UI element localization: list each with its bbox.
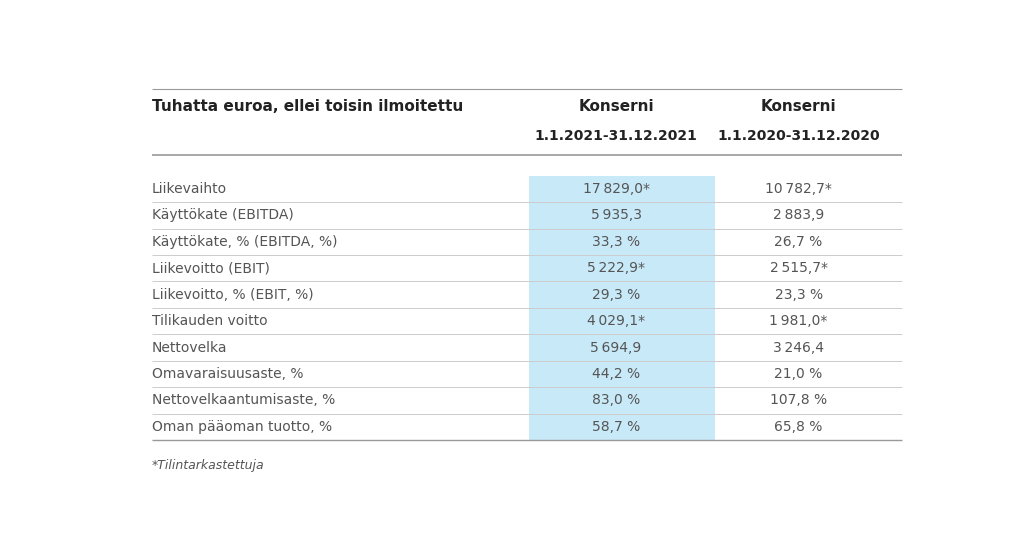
Text: Konserni: Konserni <box>579 98 654 114</box>
Text: 5 694,9: 5 694,9 <box>591 340 642 355</box>
Text: 26,7 %: 26,7 % <box>774 235 822 249</box>
Text: 58,7 %: 58,7 % <box>592 420 640 434</box>
Text: *Tilintarkastettuja: *Tilintarkastettuja <box>152 459 264 472</box>
Text: 5 935,3: 5 935,3 <box>591 209 642 222</box>
Text: 4 029,1*: 4 029,1* <box>587 314 645 328</box>
Text: 29,3 %: 29,3 % <box>592 288 640 302</box>
Text: Tilikauden voitto: Tilikauden voitto <box>152 314 267 328</box>
Text: 3 246,4: 3 246,4 <box>773 340 824 355</box>
Text: Liikevaihto: Liikevaihto <box>152 182 227 196</box>
Text: Nettovelkaantumisaste, %: Nettovelkaantumisaste, % <box>152 394 335 407</box>
Text: 107,8 %: 107,8 % <box>770 394 827 407</box>
Text: 33,3 %: 33,3 % <box>592 235 640 249</box>
Text: 44,2 %: 44,2 % <box>592 367 640 381</box>
Text: 5 222,9*: 5 222,9* <box>587 261 645 275</box>
Text: Liikevoitto (EBIT): Liikevoitto (EBIT) <box>152 261 269 275</box>
Text: 1.1.2020-31.12.2020: 1.1.2020-31.12.2020 <box>717 128 880 143</box>
Text: 65,8 %: 65,8 % <box>774 420 822 434</box>
Text: Tuhatta euroa, ellei toisin ilmoitettu: Tuhatta euroa, ellei toisin ilmoitettu <box>152 98 463 114</box>
Text: Nettovelka: Nettovelka <box>152 340 227 355</box>
Text: 17 829,0*: 17 829,0* <box>583 182 649 196</box>
Text: Käyttökate (EBITDA): Käyttökate (EBITDA) <box>152 209 294 222</box>
Text: Liikevoitto, % (EBIT, %): Liikevoitto, % (EBIT, %) <box>152 288 313 302</box>
Text: 1 981,0*: 1 981,0* <box>769 314 827 328</box>
Text: 2 883,9: 2 883,9 <box>773 209 824 222</box>
Text: 10 782,7*: 10 782,7* <box>765 182 833 196</box>
Text: Konserni: Konserni <box>761 98 837 114</box>
Text: 2 515,7*: 2 515,7* <box>770 261 827 275</box>
Text: Käyttökate, % (EBITDA, %): Käyttökate, % (EBITDA, %) <box>152 235 337 249</box>
Text: 21,0 %: 21,0 % <box>774 367 822 381</box>
Text: 1.1.2021-31.12.2021: 1.1.2021-31.12.2021 <box>535 128 697 143</box>
Bar <box>528 176 715 440</box>
Text: Omavaraisuusaste, %: Omavaraisuusaste, % <box>152 367 303 381</box>
Text: 23,3 %: 23,3 % <box>774 288 822 302</box>
Text: 83,0 %: 83,0 % <box>592 394 640 407</box>
Text: Oman pääoman tuotto, %: Oman pääoman tuotto, % <box>152 420 332 434</box>
